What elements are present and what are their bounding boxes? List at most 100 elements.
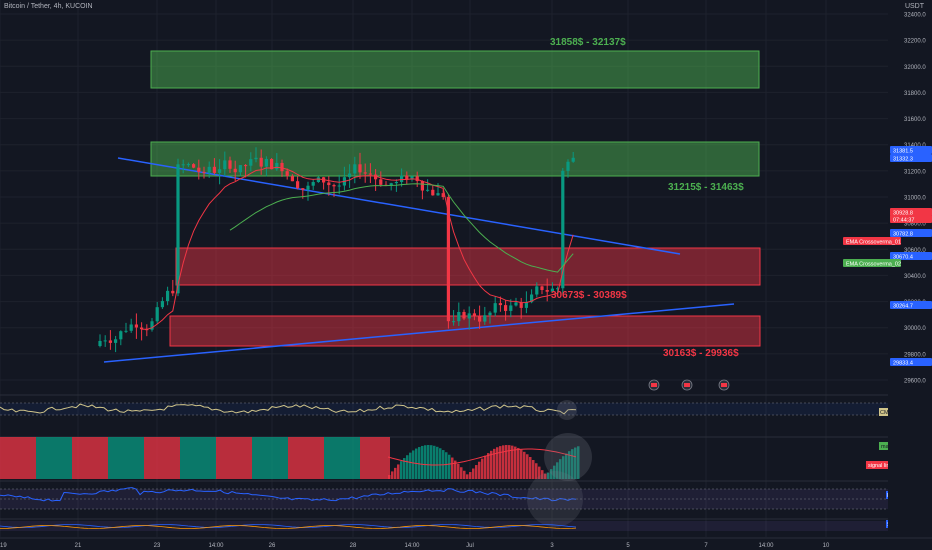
- macd-bar: [333, 437, 336, 479]
- candle-body: [374, 174, 378, 180]
- macd-bar: [505, 445, 508, 479]
- macd-bar: [454, 460, 457, 479]
- price-marker: [890, 146, 932, 154]
- candle-body: [452, 321, 456, 323]
- upper-trendline[interactable]: [117, 157, 681, 255]
- macd-bar: [138, 437, 141, 479]
- indicator-label: [843, 259, 901, 267]
- macd-bar: [285, 437, 288, 479]
- candle-body: [98, 340, 102, 347]
- price-tick-label: 31000.0: [904, 196, 926, 202]
- macd-bar: [351, 437, 354, 479]
- highlight-circle: [527, 471, 583, 527]
- macd-bar: [108, 437, 111, 479]
- candle-body: [353, 164, 357, 174]
- resistance-zone[interactable]: [150, 141, 760, 177]
- macd-bar: [48, 437, 51, 479]
- macd-bar: [69, 437, 72, 479]
- price-tick-label: 30800.0: [904, 222, 926, 228]
- macd-bar: [378, 437, 381, 479]
- candle-body: [420, 181, 424, 191]
- candle-body: [556, 288, 560, 290]
- time-tick-label: 23: [154, 543, 161, 549]
- macd-bar: [418, 447, 421, 479]
- macd-bar: [0, 437, 3, 479]
- macd-bar: [342, 437, 345, 479]
- time-axis[interactable]: 19 21 23 14:00 26 28 14:00 Jul 3 5 7 14:00 10: [0, 537, 932, 550]
- candle-body: [134, 324, 138, 328]
- resistance-zone[interactable]: [150, 50, 760, 89]
- time-tick-label: 19: [0, 543, 7, 549]
- price-marker-label: 30782.8: [893, 231, 913, 237]
- candle-body: [129, 324, 133, 331]
- candle-body: [457, 311, 461, 322]
- candle-body: [337, 185, 341, 187]
- macd-bar: [207, 437, 210, 479]
- macd-bar: [180, 437, 183, 479]
- candle-body: [545, 289, 549, 292]
- macd-bar: [129, 437, 132, 479]
- candle-body: [348, 173, 352, 178]
- macd-bar: [412, 450, 415, 479]
- macd-bar: [189, 437, 192, 479]
- macd-bar: [577, 446, 580, 479]
- price-marker-label: 31381.5: [893, 148, 913, 154]
- event-icons[interactable]: [648, 379, 730, 391]
- price-tick-label: 32000.0: [904, 65, 926, 71]
- macd-bar: [294, 437, 297, 479]
- stoch-signal-line: [0, 525, 577, 529]
- macd-bar: [312, 437, 315, 479]
- macd-bar: [466, 474, 469, 479]
- macd-bar: [559, 459, 562, 479]
- macd-bar: [436, 446, 439, 479]
- macd-bar: [27, 437, 30, 479]
- candle-body: [327, 182, 331, 186]
- macd-bar: [463, 470, 466, 479]
- macd-bar: [75, 437, 78, 479]
- time-tick-label: 5: [626, 543, 630, 549]
- macd-bar: [249, 437, 252, 479]
- macd-bar: [114, 437, 117, 479]
- macd-bar: [448, 454, 451, 479]
- macd-bar: [406, 455, 409, 479]
- candle-body: [462, 311, 466, 319]
- macd-bar: [538, 466, 541, 479]
- lower-trendline[interactable]: [103, 303, 735, 363]
- candle-body: [233, 168, 237, 173]
- candle-body: [493, 303, 497, 313]
- indicator-panes: 75.0050.0025.00CMOFmacdsignal line40.075…: [0, 394, 932, 531]
- macd-bar: [3, 437, 6, 479]
- support-zone[interactable]: [169, 315, 761, 347]
- macd-bar: [375, 437, 378, 479]
- ema-lines: [141, 166, 574, 330]
- macd-bar: [354, 437, 357, 479]
- price-marker-label: EMA Crossoverma_01: [846, 239, 901, 245]
- macd-bar: [478, 461, 481, 479]
- macd-bar: [42, 437, 45, 479]
- macd-bar: [141, 437, 144, 479]
- time-tick-label: 28: [350, 543, 357, 549]
- candle-body: [223, 160, 227, 170]
- candle-body: [368, 173, 372, 175]
- macd-bar: [135, 437, 138, 479]
- price-axis[interactable]: 32400.032200.032000.031800.031600.031400…: [843, 0, 932, 550]
- candle-body: [181, 164, 185, 166]
- candle-body: [197, 167, 201, 172]
- macd-bar: [45, 437, 48, 479]
- zone-label: 31215$ - 31463$: [668, 182, 744, 193]
- price-axis-bg: [888, 0, 932, 550]
- macd-bar: [556, 462, 559, 479]
- candle-body: [192, 164, 196, 168]
- price-tick-label: 29800.0: [904, 352, 926, 358]
- candle-body: [488, 312, 492, 316]
- macd-bar: [12, 437, 15, 479]
- macd-bar: [237, 437, 240, 479]
- candle-body: [254, 157, 258, 160]
- macd-bar: [397, 464, 400, 479]
- candle-body: [478, 316, 482, 322]
- candle-body: [212, 166, 216, 173]
- macd-bar: [475, 465, 478, 479]
- candle-body: [296, 181, 300, 189]
- candle-body: [108, 340, 112, 343]
